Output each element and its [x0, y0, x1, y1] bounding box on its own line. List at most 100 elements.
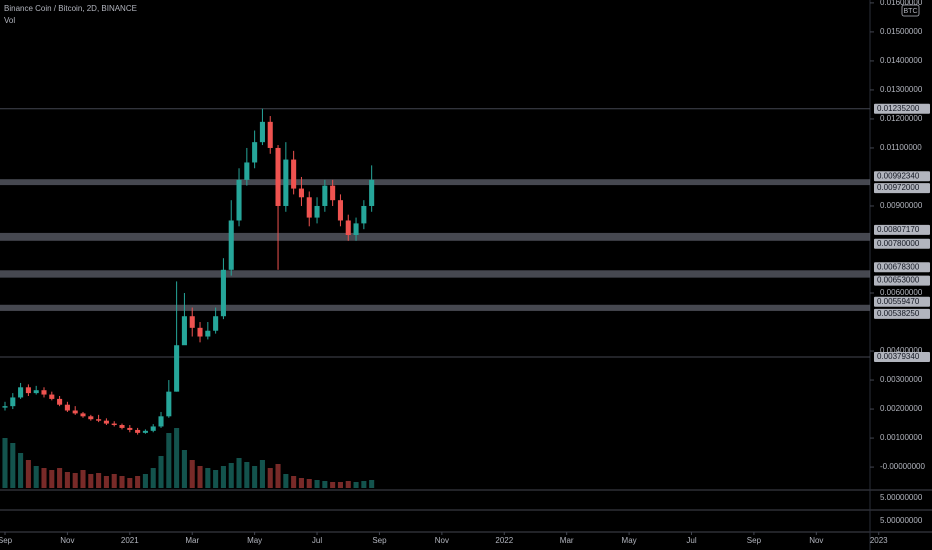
y-tick-label: 0.01300000 [880, 85, 923, 94]
candle-body [57, 398, 63, 405]
volume-bar [103, 476, 109, 488]
x-tick-label: 2023 [870, 536, 888, 545]
price-label-box [874, 183, 930, 194]
x-tick-label: May [247, 536, 262, 545]
x-tick-label: May [622, 536, 637, 545]
candle-body [111, 423, 117, 426]
candle-body [2, 406, 8, 408]
volume-bar [150, 468, 156, 488]
candle-body [369, 179, 375, 206]
volume-bar [111, 474, 117, 488]
volume-bar [291, 476, 297, 488]
candle-body [353, 223, 359, 235]
volume-bar [142, 474, 148, 488]
volume-bar [25, 460, 31, 488]
y-tick-label: 0.00100000 [880, 433, 923, 442]
pane-label: 5.00000000 [880, 493, 923, 502]
volume-bar [322, 481, 328, 488]
currency-badge [901, 4, 920, 17]
candle-body [33, 390, 39, 394]
candle-body [150, 426, 156, 431]
x-tick-label: Sep [0, 536, 13, 545]
currency: BTC [904, 8, 918, 15]
volume-bar [259, 460, 265, 488]
volume-bar [345, 481, 351, 488]
candle-body [189, 316, 195, 328]
price-label: 0.00992340 [877, 171, 920, 180]
volume-label: Vol [4, 16, 15, 25]
volume-bar [236, 458, 242, 488]
y-tick-label: -0.00000000 [880, 462, 925, 471]
price-label-box [874, 308, 930, 319]
x-tick-label: Nov [60, 536, 74, 545]
candle-body [88, 416, 94, 420]
candle-body [337, 200, 343, 221]
candle-body [119, 425, 125, 428]
price-label: 0.00653000 [877, 276, 920, 285]
candle-body [330, 185, 336, 201]
candle-body [361, 205, 367, 224]
volume-bar [80, 470, 86, 488]
candle-body [158, 416, 164, 427]
price-label-box [874, 352, 930, 363]
candle-body [259, 121, 265, 143]
candle-body [174, 345, 180, 392]
x-tick-label: Sep [747, 536, 762, 545]
volume-bar [33, 466, 39, 488]
x-tick-label: Jul [686, 536, 696, 545]
candle-body [18, 387, 24, 398]
volume-bar [197, 466, 203, 488]
volume-bar [49, 470, 55, 488]
candle-body [267, 121, 273, 148]
candle-body [25, 387, 31, 394]
y-tick-label: 0.00300000 [880, 375, 923, 384]
price-label-box [874, 262, 930, 273]
pane-label: 5.00000000 [880, 516, 923, 525]
x-tick-label: 2022 [495, 536, 513, 545]
price-label: 0.00379340 [877, 352, 920, 361]
volume-bar [244, 462, 250, 488]
candle-body [291, 159, 297, 189]
price-label: 0.00559470 [877, 297, 920, 306]
volume-bar [166, 433, 172, 488]
price-label-box [874, 238, 930, 249]
y-tick-label: 0.01600000 [880, 0, 923, 7]
volume-bar [205, 468, 211, 488]
y-tick-label: 0.00900000 [880, 201, 923, 210]
volume-bar [189, 460, 195, 488]
volume-bar [72, 473, 78, 488]
y-tick-label: 0.00600000 [880, 288, 923, 297]
volume-bar [158, 456, 164, 488]
candle-body [80, 413, 86, 417]
candle-body [72, 410, 78, 414]
volume-bar [135, 476, 141, 488]
x-tick-label: Nov [809, 536, 823, 545]
x-tick-label: Mar [185, 536, 199, 545]
candle-body [166, 391, 172, 417]
candle-body [135, 429, 141, 433]
volume-bar [283, 474, 289, 488]
zone [0, 270, 870, 278]
volume-bar [18, 453, 24, 488]
y-tick-label: 0.01400000 [880, 56, 923, 65]
y-tick-label: 0.01100000 [880, 143, 922, 152]
candle-body [306, 197, 312, 218]
volume-bar [228, 463, 234, 488]
candle-body [64, 404, 70, 411]
price-label-box [874, 296, 930, 307]
price-label: 0.01235200 [877, 104, 920, 113]
x-tick-label: 2021 [121, 536, 139, 545]
volume-bar [119, 476, 125, 488]
price-label-box [874, 275, 930, 286]
volume-bar [330, 482, 336, 488]
volume-bar [361, 481, 367, 488]
volume-bar [213, 470, 219, 488]
price-label: 0.00780000 [877, 239, 920, 248]
zone [0, 304, 870, 311]
volume-bar [64, 472, 70, 488]
volume-bar [306, 479, 312, 488]
y-tick-label: 0.00200000 [880, 404, 923, 413]
volume-bar [2, 438, 8, 488]
candle-body [49, 394, 55, 399]
